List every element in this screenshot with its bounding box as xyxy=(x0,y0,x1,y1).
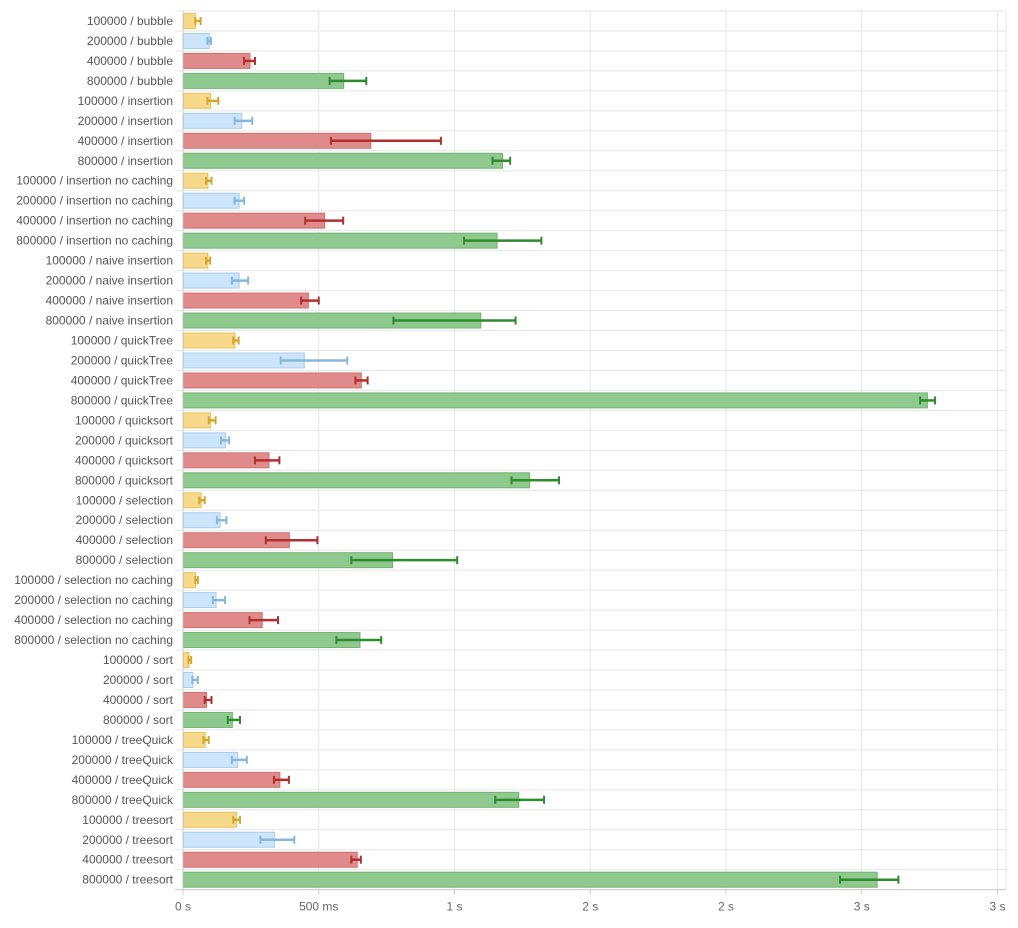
bar xyxy=(183,292,309,309)
category-label: 200000 / sort xyxy=(103,673,174,687)
error-bars xyxy=(187,16,937,884)
category-label: 100000 / treesort xyxy=(82,813,173,827)
bar xyxy=(183,152,504,169)
bar xyxy=(183,12,197,29)
bar xyxy=(183,232,498,249)
category-label: 200000 / naive insertion xyxy=(46,274,173,288)
category-label: 400000 / insertion xyxy=(78,134,173,148)
bar xyxy=(183,272,240,289)
bar xyxy=(183,392,928,409)
bar xyxy=(183,691,208,708)
category-label: 200000 / selection no caching xyxy=(14,593,173,607)
bar xyxy=(183,172,209,189)
bar xyxy=(183,632,361,649)
category-label: 100000 / insertion xyxy=(78,94,173,108)
bar xyxy=(183,412,212,429)
category-label: 200000 / treeQuick xyxy=(72,753,174,767)
category-label: 100000 / bubble xyxy=(87,14,173,28)
category-label: 100000 / naive insertion xyxy=(46,254,173,268)
bar xyxy=(183,212,326,229)
category-label: 200000 / bubble xyxy=(87,34,173,48)
category-label: 800000 / treeQuick xyxy=(72,793,174,807)
category-label: 200000 / treesort xyxy=(82,833,173,847)
x-tick-label: 1 s xyxy=(446,900,462,914)
category-label: 800000 / quicksort xyxy=(75,473,174,487)
x-tick-label: 0 s xyxy=(175,900,191,914)
category-label: 100000 / selection xyxy=(76,493,173,507)
bar xyxy=(183,871,878,888)
bar xyxy=(183,192,240,209)
category-label: 400000 / selection xyxy=(76,533,173,547)
gridlines xyxy=(175,10,1007,891)
category-label: 400000 / naive insertion xyxy=(46,294,173,308)
x-axis-ticks: 0 s 500 ms 1 s 2 s 2 s 3 s 3 s xyxy=(175,889,1006,914)
category-label: 800000 / quickTree xyxy=(71,393,174,407)
category-label: 800000 / sort xyxy=(103,713,174,727)
category-label: 100000 / sort xyxy=(103,653,174,667)
category-label: 400000 / selection no caching xyxy=(14,613,173,627)
category-label: 400000 / quicksort xyxy=(75,453,174,467)
bar xyxy=(183,252,209,269)
category-label: 400000 / sort xyxy=(103,693,174,707)
bars xyxy=(183,12,928,888)
x-tick-label: 500 ms xyxy=(299,900,338,914)
bar xyxy=(183,811,237,828)
category-label: 200000 / quicksort xyxy=(75,433,174,447)
category-label: 800000 / insertion no caching xyxy=(16,234,173,248)
category-label: 200000 / insertion no caching xyxy=(16,194,173,208)
category-label: 400000 / treeQuick xyxy=(72,773,174,787)
category-label: 400000 / treesort xyxy=(82,853,173,867)
bar xyxy=(183,332,236,349)
category-label: 200000 / insertion xyxy=(78,114,173,128)
category-label: 800000 / naive insertion xyxy=(46,314,173,328)
category-label: 200000 / quickTree xyxy=(71,353,174,367)
bar xyxy=(183,112,243,129)
bar xyxy=(183,771,281,788)
bar xyxy=(183,791,520,808)
category-label: 200000 / selection xyxy=(76,513,173,527)
bar xyxy=(183,432,227,449)
bar xyxy=(183,751,239,768)
bar xyxy=(183,32,210,49)
bar xyxy=(183,851,358,868)
category-label: 400000 / quickTree xyxy=(71,373,174,387)
x-tick-label: 2 s xyxy=(582,900,598,914)
category-labels: 100000 / bubble 200000 / bubble 400000 / b… xyxy=(14,14,174,887)
bar xyxy=(183,72,345,89)
x-tick-label: 3 s xyxy=(854,900,870,914)
category-label: 100000 / quickTree xyxy=(71,334,174,348)
bar xyxy=(183,372,362,389)
bar xyxy=(183,731,206,748)
x-tick-label: 2 s xyxy=(718,900,734,914)
category-label: 100000 / treeQuick xyxy=(72,733,174,747)
category-label: 800000 / insertion xyxy=(78,154,173,168)
category-label: 800000 / treesort xyxy=(82,873,173,887)
category-label: 100000 / selection no caching xyxy=(14,573,173,587)
bar xyxy=(183,472,531,489)
category-label: 800000 / bubble xyxy=(87,74,173,88)
bar xyxy=(183,512,221,529)
category-label: 400000 / insertion no caching xyxy=(16,214,173,228)
axes xyxy=(175,11,1006,891)
category-label: 800000 / selection no caching xyxy=(14,633,173,647)
category-label: 100000 / insertion no caching xyxy=(16,174,173,188)
bar xyxy=(183,592,217,609)
category-label: 400000 / bubble xyxy=(87,54,173,68)
bar xyxy=(183,711,233,728)
category-label: 100000 / quicksort xyxy=(75,413,174,427)
x-tick-label: 3 s xyxy=(989,900,1005,914)
category-label: 800000 / selection xyxy=(76,553,173,567)
bar xyxy=(183,572,197,589)
bar xyxy=(183,52,251,69)
